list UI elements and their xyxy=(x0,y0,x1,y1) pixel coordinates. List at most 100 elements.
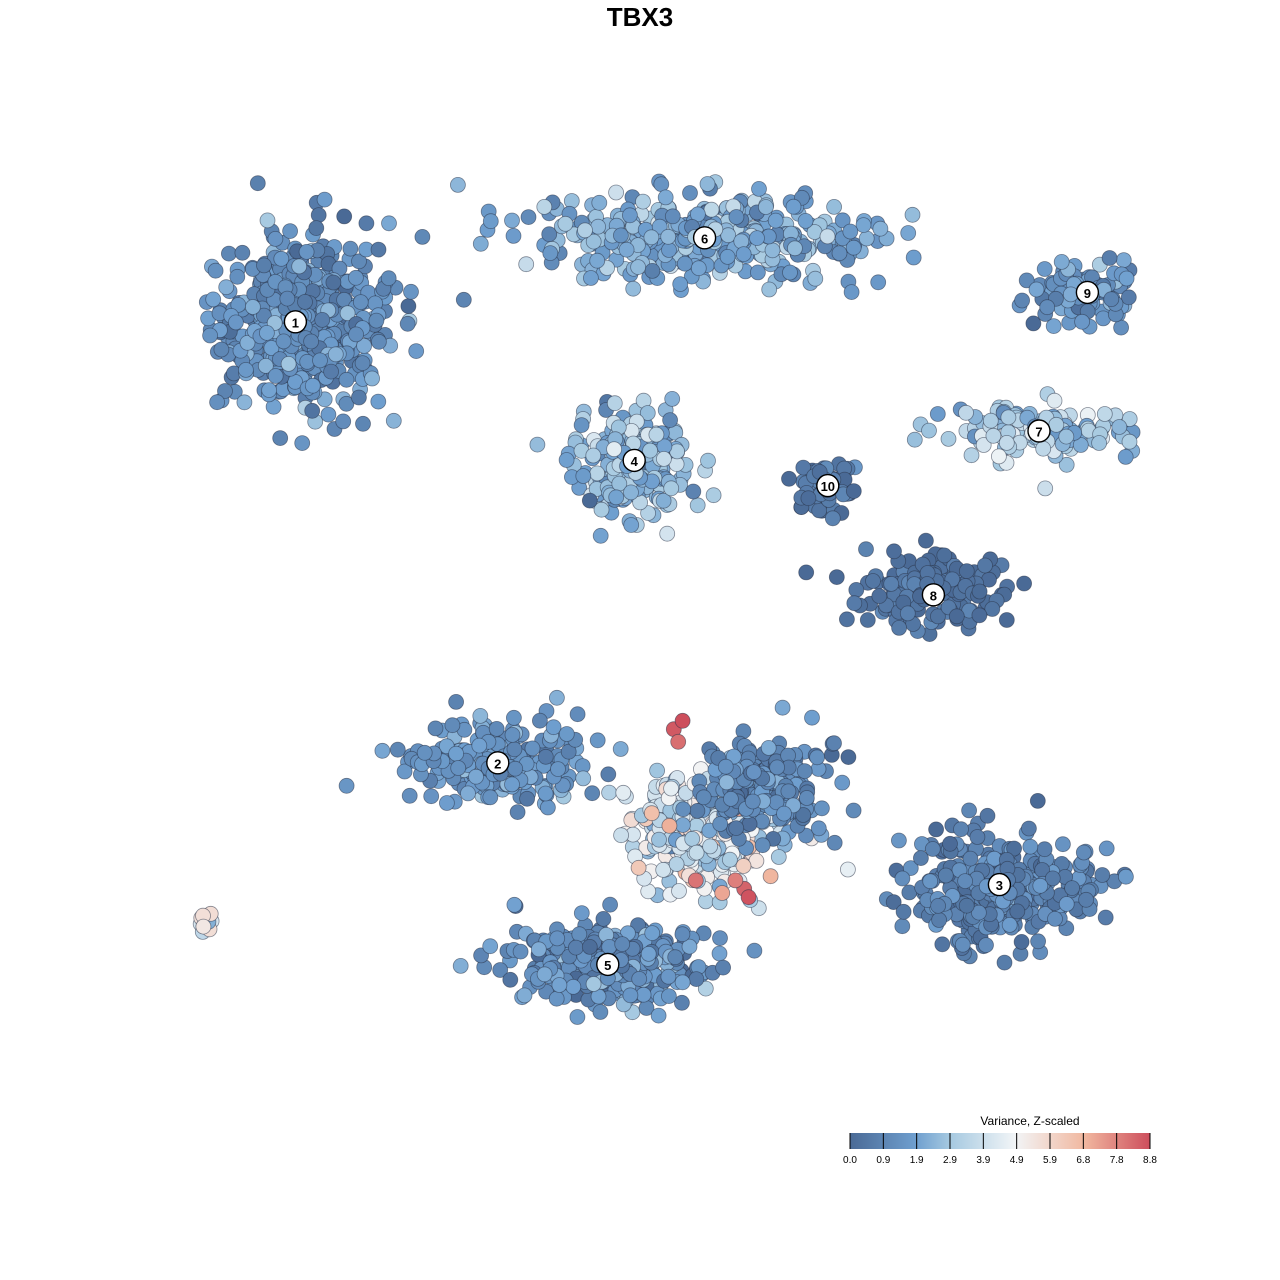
point-cluster-4 xyxy=(606,395,623,412)
point-hotspot xyxy=(762,868,779,885)
point-cluster-2 xyxy=(600,766,617,783)
point-cluster-8 xyxy=(871,588,888,604)
colorbar-tick-label: 0.9 xyxy=(876,1155,890,1166)
point-cluster-4 xyxy=(623,517,640,533)
point-cluster-1 xyxy=(323,363,340,380)
point-cluster-5 xyxy=(595,911,612,927)
point-cluster-4 xyxy=(575,468,592,484)
point-cluster-1 xyxy=(294,435,311,452)
point-cluster-1 xyxy=(272,430,289,447)
point-cluster-6 xyxy=(905,249,922,266)
point-cluster-unlabeled-10 xyxy=(663,780,679,797)
point-cluster-5 xyxy=(674,994,690,1011)
point-cluster-unlabeled-11 xyxy=(804,709,820,726)
point-cluster-5 xyxy=(581,939,598,955)
point-cluster-5 xyxy=(712,930,728,946)
point-cluster-5 xyxy=(711,945,728,962)
point-cluster-1 xyxy=(209,394,226,411)
point-cluster-1 xyxy=(207,262,224,279)
point-cluster-3 xyxy=(1094,867,1111,883)
point-cluster-5 xyxy=(614,936,631,952)
point-cluster-3 xyxy=(1118,868,1134,885)
point-cluster-4 xyxy=(639,405,656,421)
point-cluster-1 xyxy=(455,291,472,308)
point-cluster-1 xyxy=(352,294,369,311)
point-cluster-6 xyxy=(677,255,693,272)
colorbar-title: Variance, Z-scaled xyxy=(980,1114,1080,1128)
point-cluster-5 xyxy=(592,1004,609,1020)
colorbar-tick-label: 8.8 xyxy=(1143,1155,1157,1166)
point-cluster-1 xyxy=(218,279,235,296)
point-cluster-5 xyxy=(661,988,677,1004)
point-cluster-unlabeled-11 xyxy=(810,820,827,837)
point-cluster-4 xyxy=(585,447,602,464)
point-cluster-8 xyxy=(865,573,881,589)
point-cluster-3 xyxy=(1047,911,1063,927)
point-cluster-6 xyxy=(719,248,736,265)
point-cluster-1 xyxy=(236,394,253,411)
point-cluster-8 xyxy=(998,612,1015,628)
point-cluster-6 xyxy=(782,264,798,281)
point-cluster-unlabeled-11 xyxy=(776,805,792,822)
point-cluster-5 xyxy=(622,987,639,1004)
point-cluster-1 xyxy=(217,383,233,399)
point-cluster-5 xyxy=(549,930,566,947)
point-cluster-7 xyxy=(1058,456,1075,473)
point-cluster-9 xyxy=(1036,261,1053,277)
point-cluster-5 xyxy=(631,971,648,987)
point-cluster-8 xyxy=(918,532,934,549)
point-cluster-6 xyxy=(541,226,558,243)
point-cluster-6 xyxy=(504,212,520,229)
point-cluster-1 xyxy=(400,298,417,315)
point-cluster-8 xyxy=(971,607,988,624)
point-cluster-1 xyxy=(303,333,320,350)
point-cluster-6 xyxy=(622,207,638,224)
point-cluster-2 xyxy=(389,741,406,758)
point-cluster-5 xyxy=(516,987,533,1004)
point-cluster-4 xyxy=(558,452,575,468)
point-cluster-9 xyxy=(1018,272,1035,289)
cluster-label-text: 6 xyxy=(701,231,708,246)
point-hotspot xyxy=(670,733,687,750)
point-cluster-4 xyxy=(662,412,678,429)
point-cluster-unlabeled-11 xyxy=(796,763,813,779)
point-cluster-7 xyxy=(1091,435,1107,451)
point-cluster-3 xyxy=(953,821,969,838)
point-cluster-3 xyxy=(922,873,939,890)
point-cluster-6 xyxy=(414,228,431,245)
point-cluster-6 xyxy=(682,185,698,201)
point-cluster-3 xyxy=(895,903,912,920)
point-cluster-1 xyxy=(258,324,275,341)
point-cluster-1 xyxy=(380,270,397,287)
point-cluster-4 xyxy=(529,436,546,453)
cluster-label-text: 10 xyxy=(821,479,835,494)
point-cluster-unlabeled-11 xyxy=(774,699,791,716)
point-cluster-5 xyxy=(602,896,618,913)
point-cluster-1 xyxy=(368,312,385,329)
point-hotspot xyxy=(687,872,704,889)
point-cluster-unlabeled-11 xyxy=(826,834,843,851)
point-cluster-6 xyxy=(589,252,606,269)
point-cluster-1 xyxy=(237,361,254,378)
point-cluster-4 xyxy=(648,426,665,443)
point-cluster-4 xyxy=(664,390,681,407)
point-cluster-unlabeled-11 xyxy=(712,816,729,832)
point-cluster-4 xyxy=(655,492,672,509)
point-cluster-unlabeled-10 xyxy=(615,784,632,801)
point-hotspot xyxy=(727,872,744,889)
point-cluster-4 xyxy=(642,442,658,459)
point-cluster-7 xyxy=(998,434,1015,451)
point-cluster-5 xyxy=(585,976,602,992)
point-cluster-8 xyxy=(971,583,988,600)
point-cluster-4 xyxy=(656,450,672,467)
point-cluster-2 xyxy=(401,787,418,804)
point-cluster-3 xyxy=(962,850,979,867)
point-cluster-6 xyxy=(449,176,466,193)
point-cluster-5 xyxy=(530,941,547,958)
point-cluster-8 xyxy=(828,569,845,585)
point-cluster-1 xyxy=(263,340,280,356)
point-cluster-1 xyxy=(348,326,365,343)
data-points xyxy=(192,173,1141,1025)
point-cluster-6 xyxy=(664,208,681,225)
cluster-label-4: 4 xyxy=(622,448,646,473)
